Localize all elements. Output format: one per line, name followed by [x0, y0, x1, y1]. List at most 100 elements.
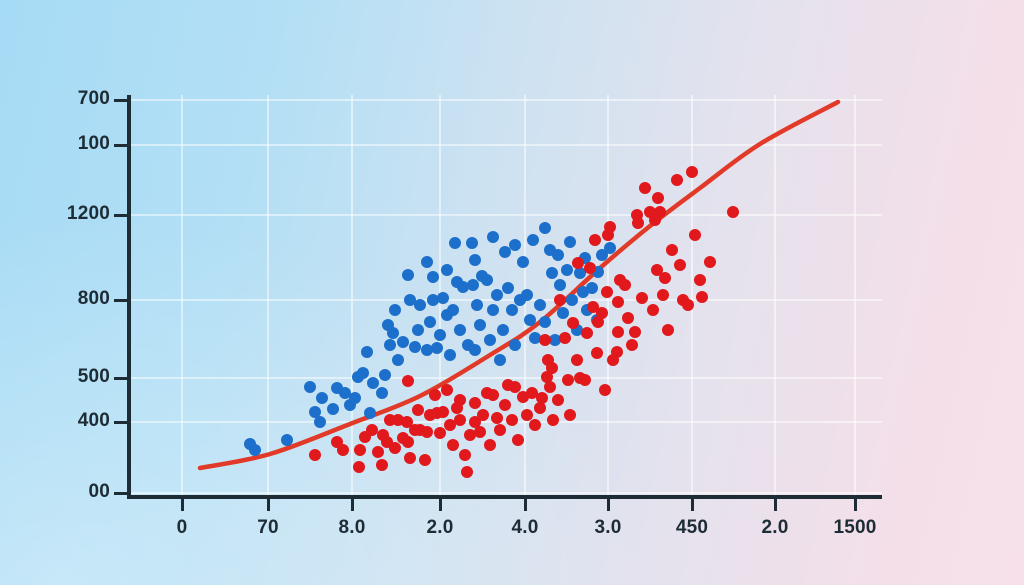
- scatter-point-red: [612, 296, 624, 308]
- scatter-point-blue: [447, 304, 459, 316]
- scatter-point-red: [626, 339, 638, 351]
- scatter-point-red: [506, 414, 518, 426]
- scatter-point-blue: [466, 237, 478, 249]
- scatter-point-blue: [586, 282, 598, 294]
- scatter-point-red: [592, 316, 604, 328]
- scatter-point-blue: [509, 239, 521, 251]
- scatter-point-red: [629, 326, 641, 338]
- y-tick-label: 00: [88, 481, 110, 502]
- scatter-point-blue: [441, 264, 453, 276]
- scatter-point-red: [632, 217, 644, 229]
- scatter-point-red: [647, 304, 659, 316]
- scatter-point-blue: [427, 271, 439, 283]
- scatter-point-red: [546, 362, 558, 374]
- scatter-point-blue: [367, 377, 379, 389]
- scatter-point-blue: [402, 269, 414, 281]
- scatter-point-blue: [309, 406, 321, 418]
- scatter-point-blue: [469, 344, 481, 356]
- scatter-point-red: [437, 406, 449, 418]
- scatter-point-blue: [469, 254, 481, 266]
- scatter-point-blue: [527, 234, 539, 246]
- scatter-point-blue: [281, 434, 293, 446]
- y-axis-tick: [114, 491, 128, 495]
- scatter-point-red: [494, 424, 506, 436]
- x-tick-label: 450: [675, 517, 709, 538]
- scatter-point-red: [512, 434, 524, 446]
- scatter-point-red: [404, 452, 416, 464]
- scatter-point-red: [376, 459, 388, 471]
- scatter-point-blue: [604, 242, 616, 254]
- scatter-point-red: [581, 327, 593, 339]
- scatter-point-red: [562, 374, 574, 386]
- scatter-point-blue: [457, 281, 469, 293]
- scatter-point-blue: [484, 334, 496, 346]
- scatter-point-blue: [449, 237, 461, 249]
- scatter-point-blue: [552, 249, 564, 261]
- horizontal-gridline: [130, 144, 882, 146]
- scatter-point-red: [419, 454, 431, 466]
- scatter-point-red: [459, 449, 471, 461]
- scatter-point-blue: [409, 341, 421, 353]
- scatter-point-red: [454, 414, 466, 426]
- scatter-point-red: [662, 324, 674, 336]
- trend-curve: [197, 99, 841, 471]
- x-tick-label: 8.0: [338, 517, 366, 538]
- scatter-point-red: [654, 206, 666, 218]
- scatter-point-blue: [414, 299, 426, 311]
- y-axis-tick: [114, 376, 128, 380]
- scatter-point-red: [444, 419, 456, 431]
- scatter-point-red: [596, 307, 608, 319]
- y-tick-label: 1200: [66, 203, 110, 224]
- scatter-point-red: [441, 384, 453, 396]
- scatter-point-blue: [437, 292, 449, 304]
- scatter-point-blue: [421, 256, 433, 268]
- scatter-point-red: [412, 404, 424, 416]
- scatter-point-red: [567, 317, 579, 329]
- scatter-point-red: [474, 426, 486, 438]
- scatter-point-blue: [534, 299, 546, 311]
- scatter-point-red: [619, 279, 631, 291]
- scatter-point-red: [604, 221, 616, 233]
- scatter-point-red: [447, 439, 459, 451]
- scatter-point-red: [477, 409, 489, 421]
- x-tick-label: 0: [176, 517, 188, 538]
- scatter-point-blue: [434, 329, 446, 341]
- x-axis-tick: [853, 499, 857, 511]
- scatter-point-blue: [327, 403, 339, 415]
- scatter-point-red: [591, 347, 603, 359]
- scatter-point-red: [612, 326, 624, 338]
- scatter-point-blue: [392, 354, 404, 366]
- scatter-point-red: [539, 334, 551, 346]
- scatter-point-blue: [494, 354, 506, 366]
- scatter-point-blue: [539, 316, 551, 328]
- y-axis-tick: [114, 143, 128, 147]
- y-tick-label: 500: [77, 366, 110, 387]
- scatter-point-red: [584, 262, 596, 274]
- scatter-point-blue: [487, 231, 499, 243]
- scatter-point-red: [599, 384, 611, 396]
- scatter-point-blue: [384, 339, 396, 351]
- scatter-point-red: [564, 409, 576, 421]
- scatter-point-red: [657, 289, 669, 301]
- scatter-point-blue: [474, 319, 486, 331]
- y-axis-tick: [114, 298, 128, 302]
- scatter-point-blue: [499, 246, 511, 258]
- scatter-point-red: [353, 461, 365, 473]
- scatter-point-red: [366, 424, 378, 436]
- scatter-point-blue: [427, 294, 439, 306]
- x-tick-label: 4.0: [511, 517, 539, 538]
- scatter-point-blue: [444, 349, 456, 361]
- scatter-point-red: [536, 392, 548, 404]
- scatter-point-red: [639, 182, 651, 194]
- scatter-point-red: [611, 346, 623, 358]
- scatter-point-red: [354, 444, 366, 456]
- vertical-gridline: [267, 95, 269, 495]
- scatter-point-red: [666, 244, 678, 256]
- scatter-point-red: [579, 374, 591, 386]
- y-tick-label: 800: [77, 288, 110, 309]
- horizontal-gridline: [130, 214, 882, 216]
- scatter-point-red: [686, 166, 698, 178]
- scatter-point-red: [521, 409, 533, 421]
- scatter-point-red: [696, 291, 708, 303]
- x-axis-tick: [266, 499, 270, 511]
